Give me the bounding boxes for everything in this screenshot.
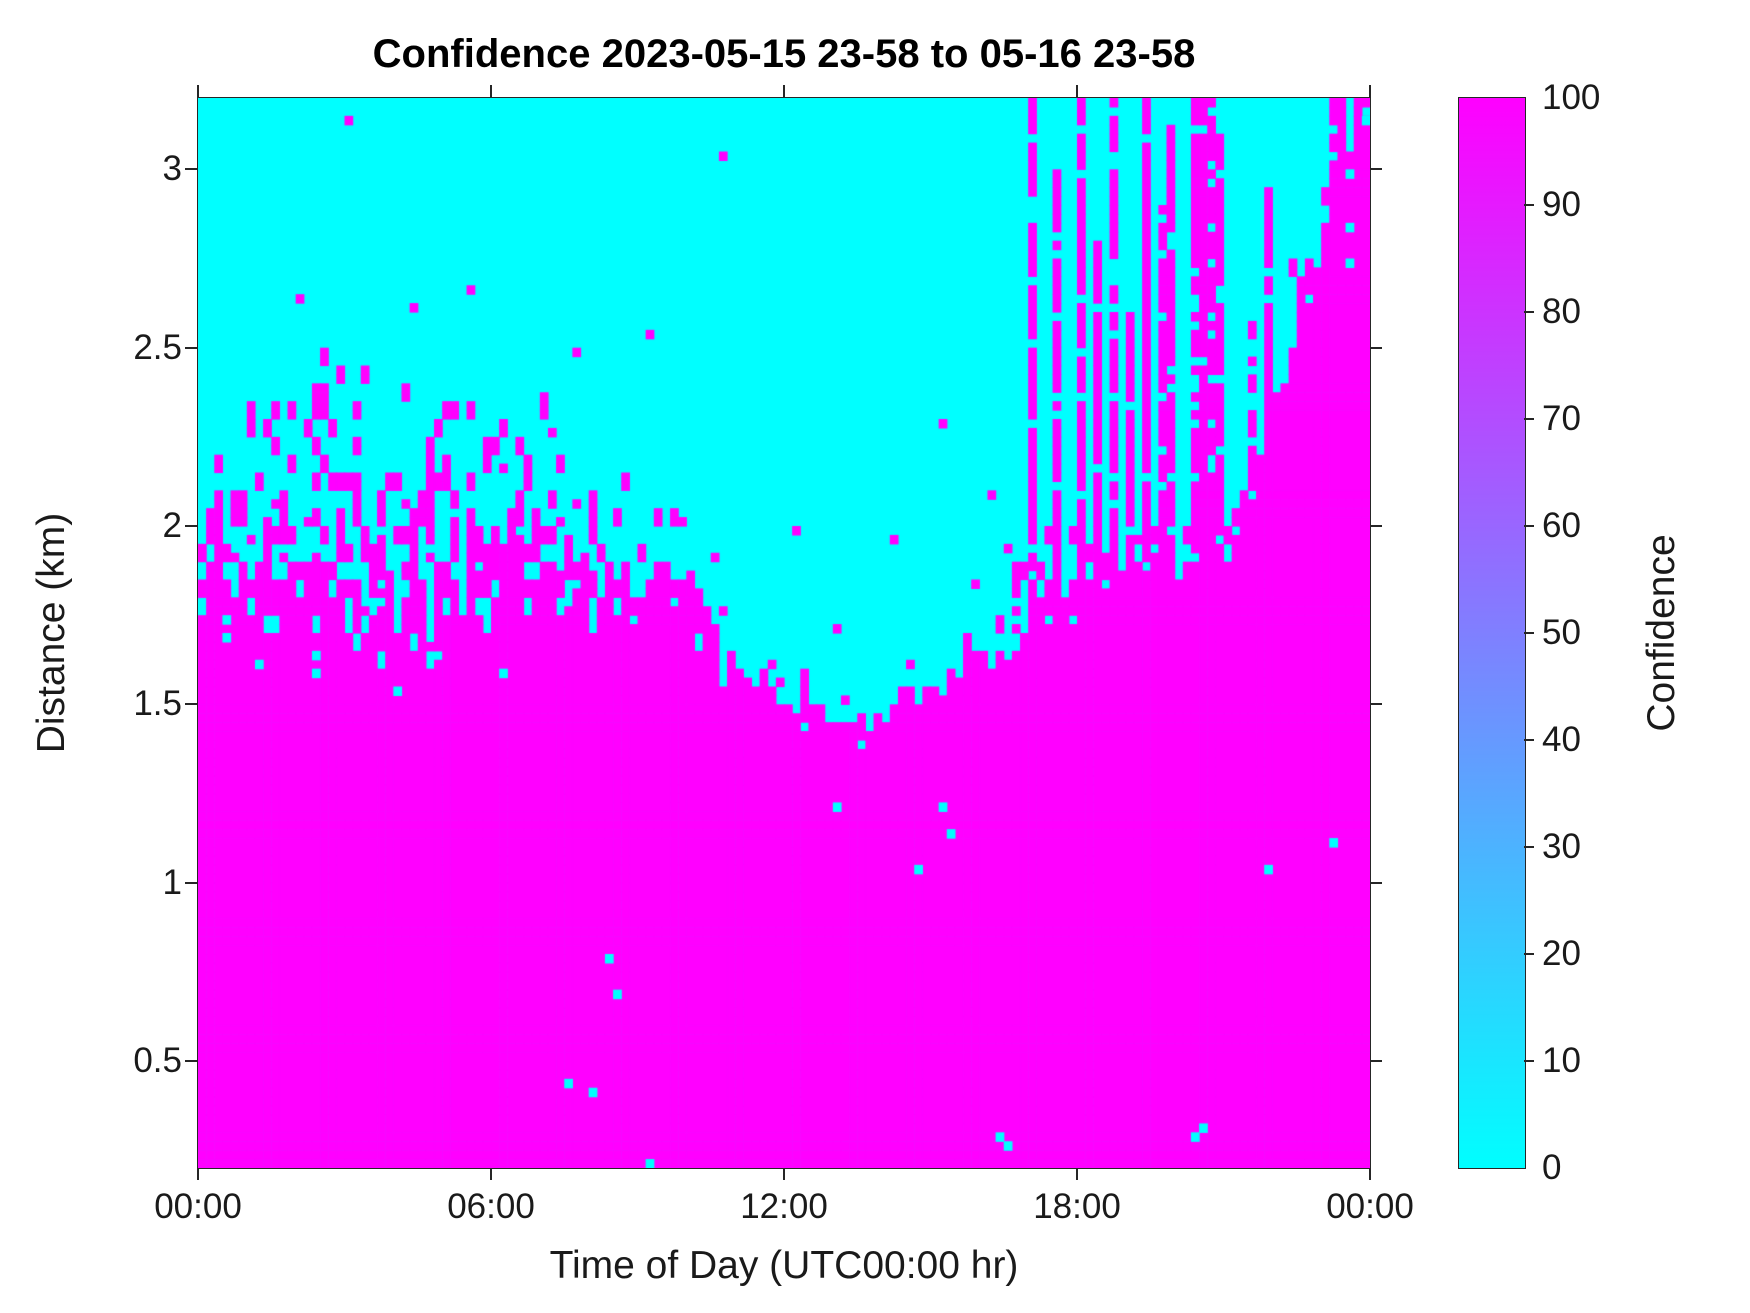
colorbar-tick [1524, 953, 1534, 955]
y-tick-left [185, 703, 197, 706]
y-tick-right [1370, 1060, 1382, 1062]
y-tick-label: 2 [162, 506, 182, 545]
x-tick-top [1076, 85, 1078, 97]
colorbar-tick [1524, 418, 1534, 420]
y-tick-label: 3 [162, 149, 182, 189]
y-tick-left [185, 525, 197, 527]
x-tick-bottom [490, 1168, 492, 1180]
y-tick-right [1370, 168, 1382, 171]
colorbar-tick [1524, 204, 1534, 206]
colorbar-label: Confidence [1640, 534, 1683, 732]
x-tick-label: 00:00 [154, 1187, 242, 1226]
y-tick-right [1370, 703, 1382, 706]
y-tick-label: 0.5 [133, 1041, 182, 1080]
colorbar-tick [1524, 632, 1534, 634]
x-tick-label: 06:00 [447, 1187, 535, 1226]
colorbar-tick-label: 20 [1542, 934, 1581, 973]
x-tick-bottom [1369, 1168, 1371, 1180]
y-tick-right [1370, 525, 1382, 527]
colorbar-tick-label: 60 [1542, 506, 1581, 545]
colorbar-tick-label: 30 [1542, 827, 1581, 866]
x-tick-label: 12:00 [740, 1187, 828, 1226]
colorbar-tick [1524, 525, 1534, 527]
x-axis-label: Time of Day (UTC00:00 hr) [549, 1244, 1019, 1287]
colorbar-tick-label: 50 [1542, 613, 1581, 652]
x-tick-label: 00:00 [1326, 1187, 1414, 1226]
colorbar-tick-label: 40 [1542, 720, 1581, 759]
y-tick-left [185, 346, 197, 349]
colorbar-tick-label: 90 [1542, 185, 1581, 224]
x-tick-bottom [197, 1168, 199, 1180]
y-tick-left [185, 881, 197, 884]
x-tick-top [1369, 85, 1371, 97]
colorbar-tick [1524, 846, 1534, 848]
y-tick-label: 2.5 [133, 327, 182, 367]
y-axis-label: Distance (km) [30, 512, 73, 754]
y-tick-left [185, 1060, 197, 1062]
colorbar-tick-label: 70 [1542, 399, 1581, 438]
colorbar-tick-label: 80 [1542, 292, 1581, 331]
chart-title: Confidence 2023-05-15 23-58 to 05-16 23-… [372, 32, 1196, 76]
y-tick-label: 1.5 [133, 684, 182, 724]
x-tick-top [197, 85, 199, 97]
heatmap-canvas [198, 98, 1370, 1168]
colorbar-gradient [1458, 97, 1526, 1169]
x-tick-bottom [1076, 1168, 1078, 1180]
y-tick-label: 1 [162, 862, 182, 902]
x-tick-top [783, 85, 785, 97]
colorbar-tick-label: 0 [1542, 1148, 1562, 1187]
colorbar-tick-label: 10 [1542, 1041, 1581, 1080]
plot-border [197, 97, 1371, 1169]
y-tick-right [1370, 881, 1382, 884]
colorbar-tick [1524, 739, 1534, 741]
y-tick-left [185, 168, 197, 171]
x-tick-top [490, 85, 492, 97]
colorbar-tick-label: 100 [1542, 78, 1601, 117]
x-tick-bottom [783, 1168, 785, 1180]
x-tick-label: 18:00 [1033, 1187, 1121, 1226]
y-tick-right [1370, 346, 1382, 349]
colorbar-tick [1524, 1060, 1534, 1062]
colorbar-tick [1524, 311, 1534, 313]
